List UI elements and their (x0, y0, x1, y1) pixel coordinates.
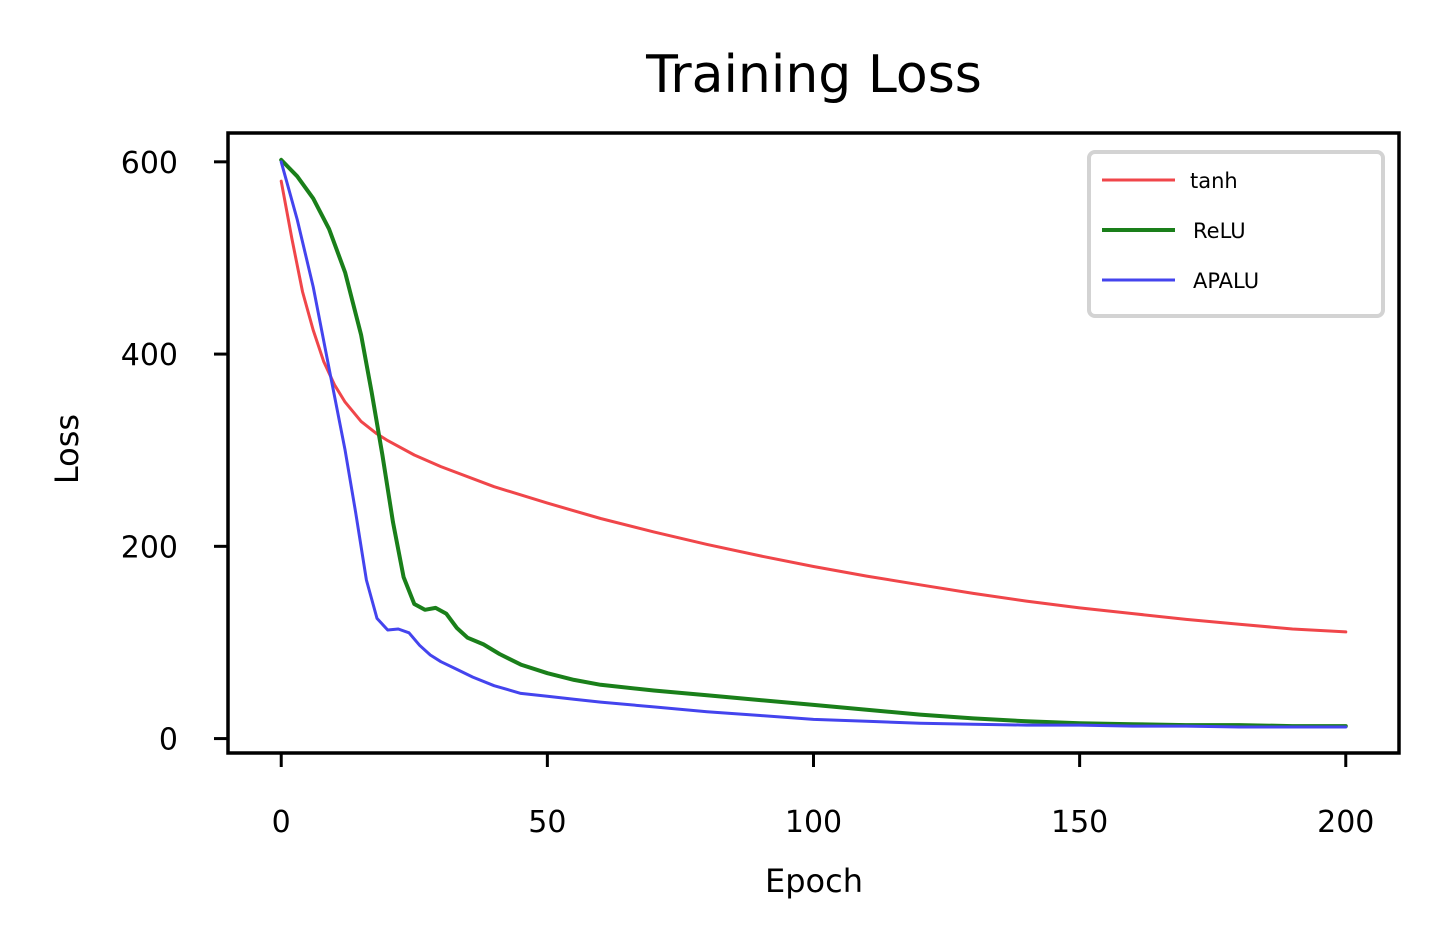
x-axis-label: Epoch (765, 862, 863, 900)
plot-lines (279, 157, 1348, 729)
x-tick-label: 50 (528, 805, 566, 840)
plot-frame (226, 131, 1401, 755)
y-tick-label: 600 (121, 146, 178, 181)
legend-label-relu: ReLU (1193, 219, 1246, 243)
legend-box (1087, 150, 1385, 318)
legend-label-apalu: APALU (1193, 269, 1259, 293)
y-tick-label: 200 (121, 530, 178, 565)
x-tick-label: 200 (1317, 805, 1374, 840)
x-tick-label: 100 (785, 805, 842, 840)
y-tick-label: 0 (159, 723, 178, 758)
legend-items: tanh ReLU APALU (1102, 169, 1259, 293)
x-tick-label: 150 (1051, 805, 1108, 840)
x-axis-ticks: 0 50 100 150 200 (272, 753, 1374, 840)
series-line-apalu (279, 160, 1348, 729)
y-axis-ticks: 0 200 400 600 (121, 146, 228, 758)
y-axis-label: Loss (48, 414, 86, 484)
chart-title: Training Loss (645, 45, 982, 105)
y-tick-label: 400 (121, 338, 178, 373)
x-tick-label: 0 (272, 805, 291, 840)
legend-label-tanh: tanh (1190, 169, 1238, 193)
legend: tanh ReLU APALU (1087, 150, 1385, 318)
series-line-relu (279, 157, 1348, 729)
